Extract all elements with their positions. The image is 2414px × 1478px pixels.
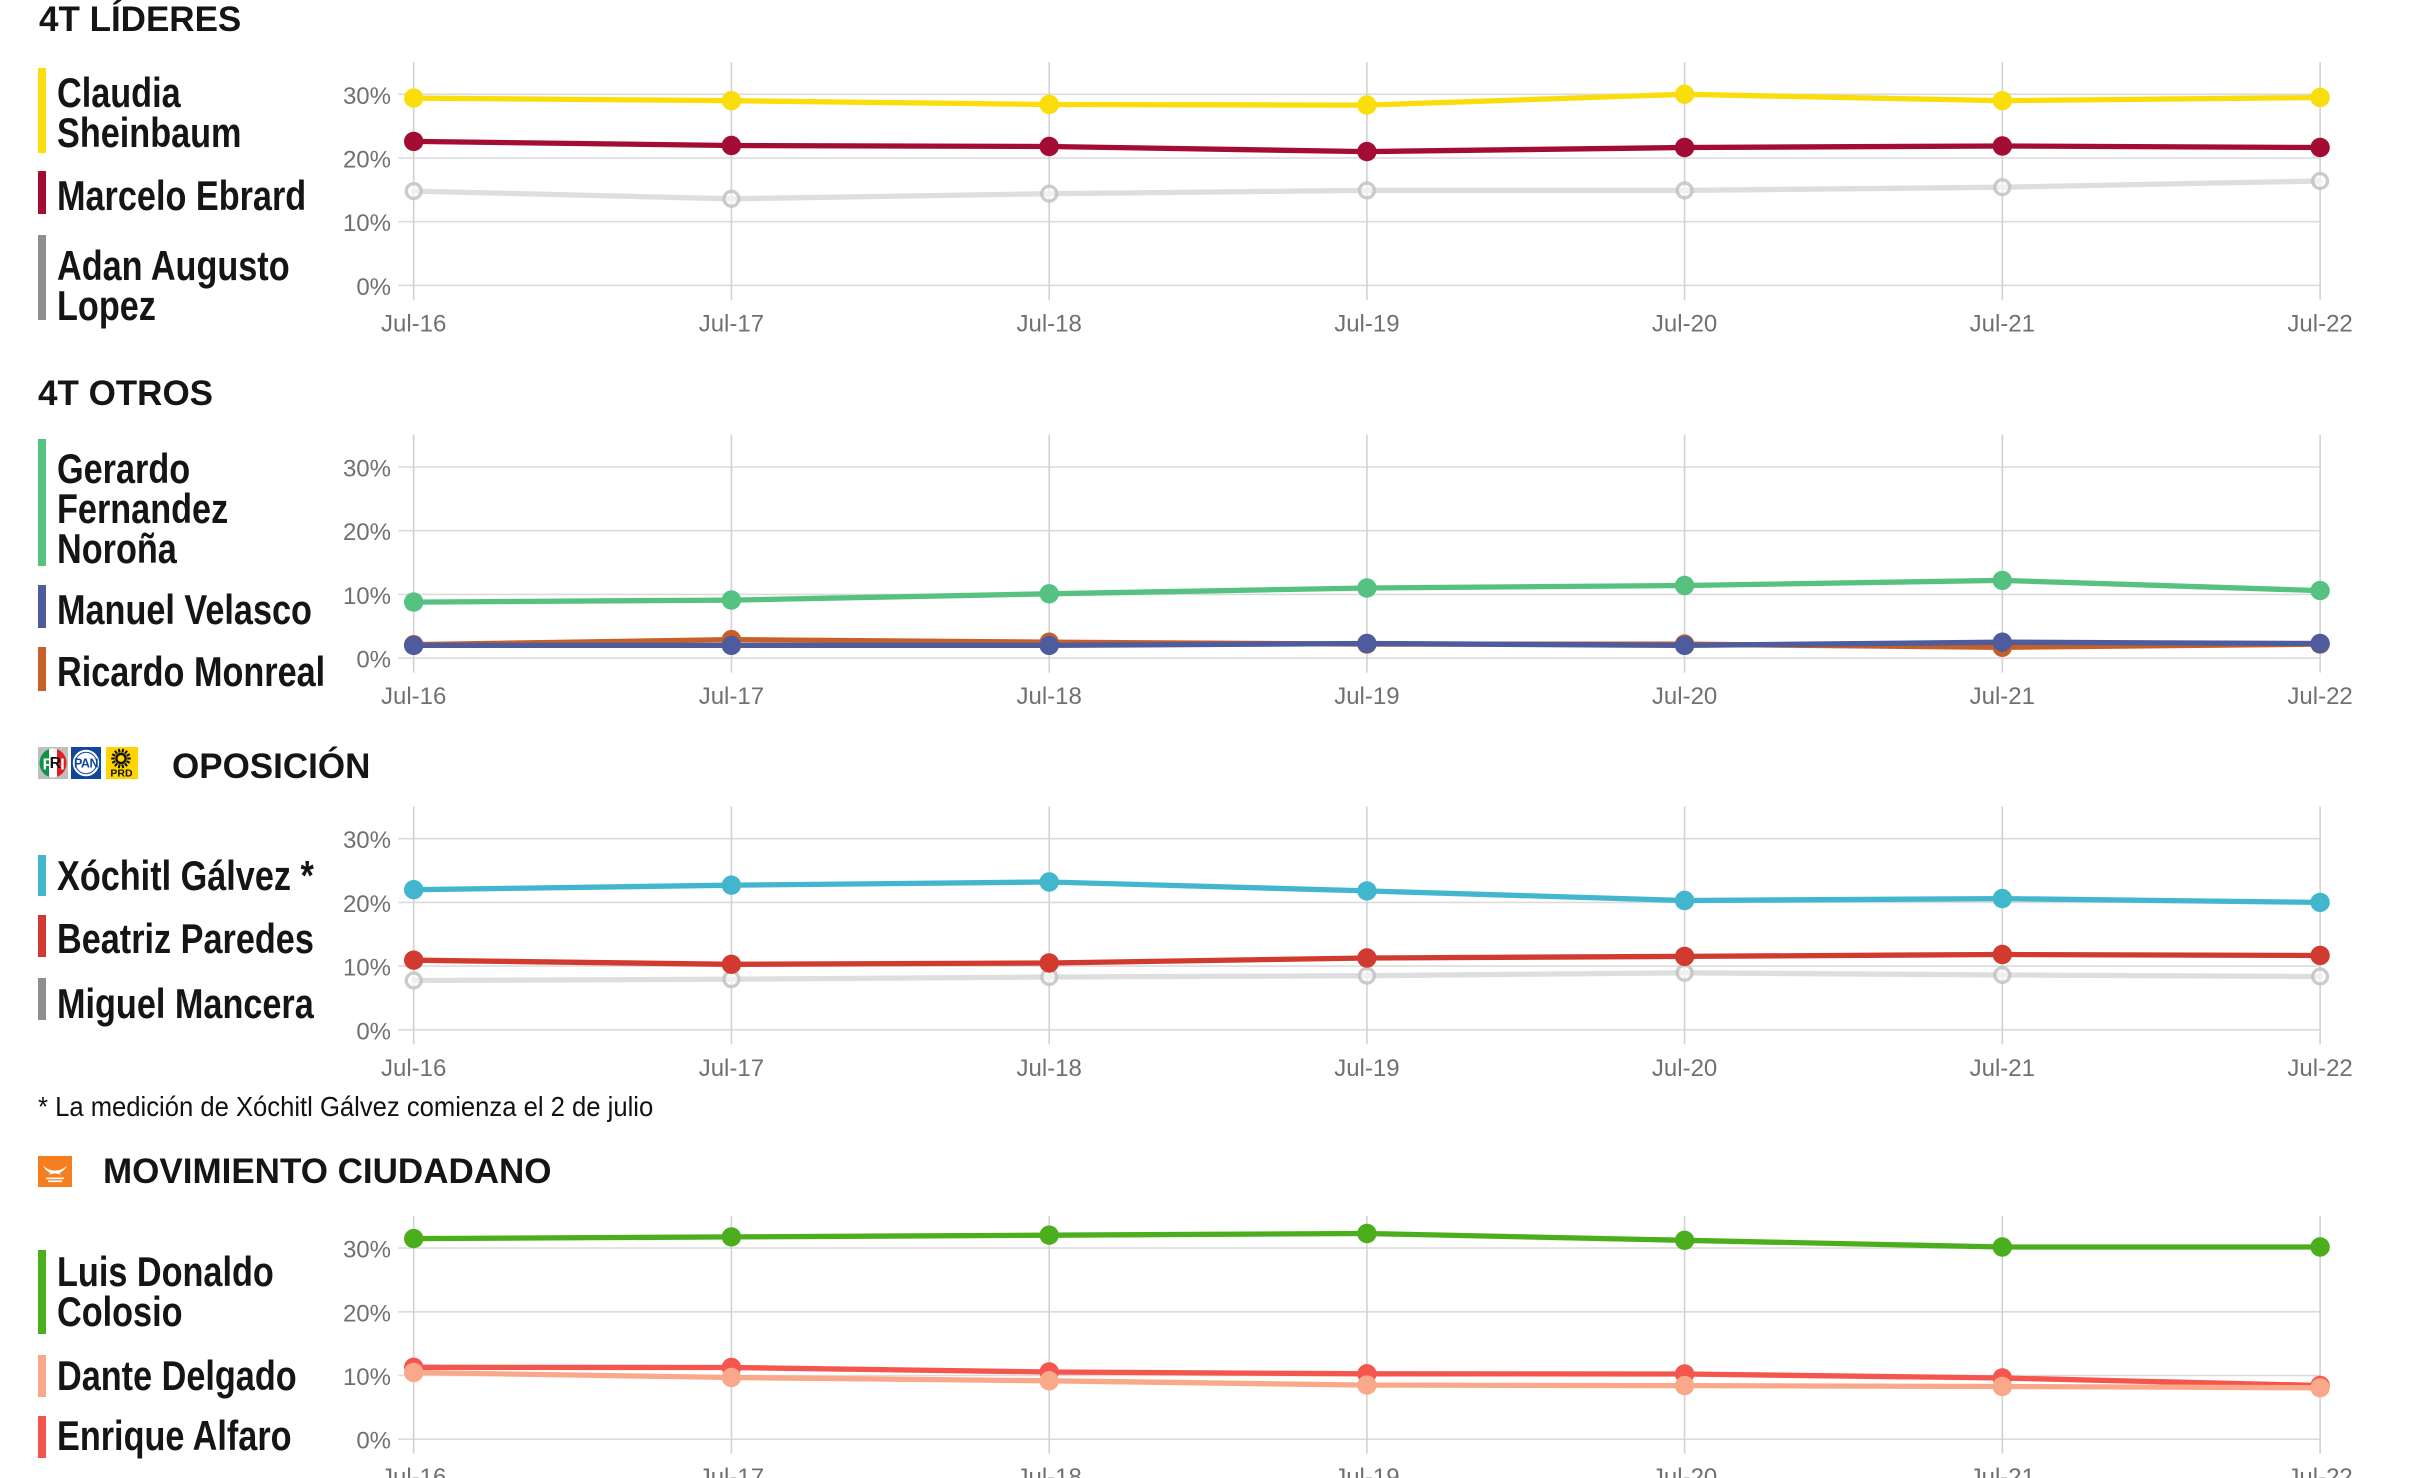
svg-text:Jul-20: Jul-20 <box>1652 683 1717 710</box>
svg-text:Jul-17: Jul-17 <box>699 310 764 337</box>
svg-text:Jul-20: Jul-20 <box>1652 1055 1717 1082</box>
svg-text:30%: 30% <box>343 456 391 483</box>
svg-text:0%: 0% <box>356 1428 391 1455</box>
svg-text:Jul-18: Jul-18 <box>1017 1055 1082 1082</box>
svg-text:20%: 20% <box>343 891 391 918</box>
svg-text:Jul-22: Jul-22 <box>2287 1055 2352 1082</box>
svg-text:0%: 0% <box>356 647 391 674</box>
svg-text:Jul-16: Jul-16 <box>381 1055 446 1082</box>
svg-text:Jul-17: Jul-17 <box>699 1464 764 1478</box>
svg-text:PAN: PAN <box>74 756 98 770</box>
svg-text:Jul-19: Jul-19 <box>1334 1055 1399 1082</box>
svg-text:Jul-20: Jul-20 <box>1652 310 1717 337</box>
svg-text:Jul-19: Jul-19 <box>1334 1464 1399 1478</box>
svg-text:Jul-22: Jul-22 <box>2287 310 2352 337</box>
svg-text:Jul-21: Jul-21 <box>1970 683 2035 710</box>
svg-text:Jul-20: Jul-20 <box>1652 1464 1717 1478</box>
svg-text:Jul-17: Jul-17 <box>699 683 764 710</box>
svg-text:Jul-17: Jul-17 <box>699 1055 764 1082</box>
svg-text:20%: 20% <box>343 1300 391 1327</box>
svg-text:Jul-21: Jul-21 <box>1970 1464 2035 1478</box>
svg-text:PRD: PRD <box>110 767 133 779</box>
svg-text:Jul-18: Jul-18 <box>1017 1464 1082 1478</box>
svg-text:0%: 0% <box>356 274 391 301</box>
svg-text:Jul-21: Jul-21 <box>1970 310 2035 337</box>
svg-text:Jul-19: Jul-19 <box>1334 683 1399 710</box>
svg-text:R: R <box>50 755 62 772</box>
svg-text:Jul-22: Jul-22 <box>2287 683 2352 710</box>
svg-text:10%: 10% <box>343 210 391 237</box>
svg-text:P: P <box>43 756 54 773</box>
svg-text:Jul-16: Jul-16 <box>381 1464 446 1478</box>
svg-text:Jul-22: Jul-22 <box>2287 1464 2352 1478</box>
svg-text:10%: 10% <box>343 955 391 982</box>
svg-text:20%: 20% <box>343 519 391 546</box>
svg-text:30%: 30% <box>343 827 391 854</box>
svg-text:Jul-19: Jul-19 <box>1334 310 1399 337</box>
svg-text:30%: 30% <box>343 83 391 110</box>
svg-text:Jul-16: Jul-16 <box>381 683 446 710</box>
svg-text:Jul-18: Jul-18 <box>1017 310 1082 337</box>
svg-text:I: I <box>60 756 64 773</box>
svg-text:10%: 10% <box>343 1364 391 1391</box>
svg-text:10%: 10% <box>343 583 391 610</box>
svg-text:0%: 0% <box>356 1018 391 1045</box>
svg-text:Jul-18: Jul-18 <box>1017 683 1082 710</box>
svg-text:20%: 20% <box>343 147 391 174</box>
svg-text:30%: 30% <box>343 1237 391 1264</box>
svg-text:Jul-21: Jul-21 <box>1970 1055 2035 1082</box>
svg-text:Jul-16: Jul-16 <box>381 310 446 337</box>
